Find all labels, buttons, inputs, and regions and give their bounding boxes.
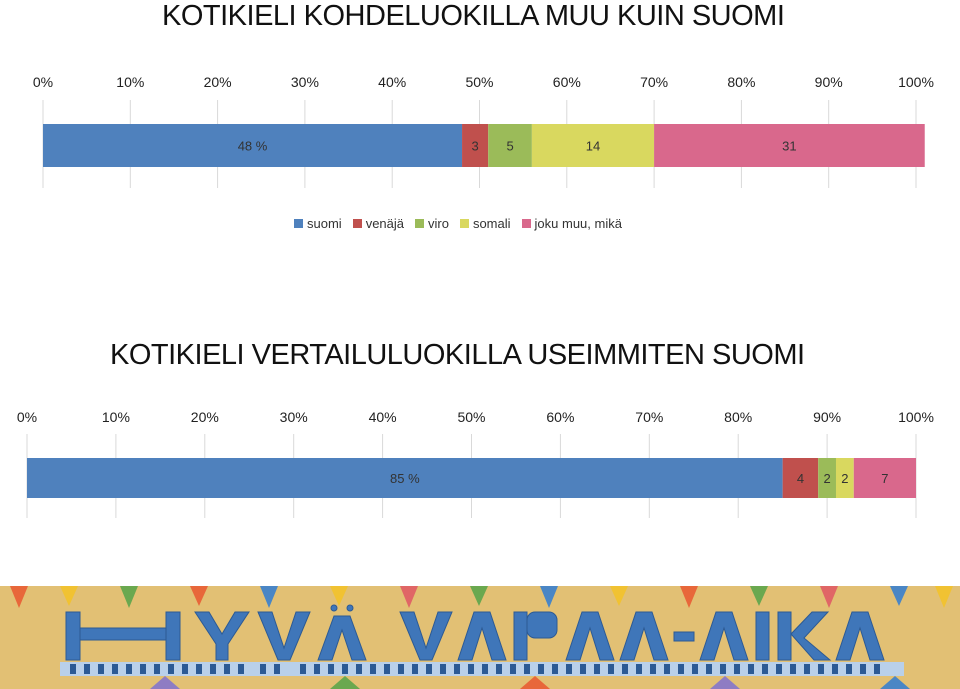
x-tick-label: 70% (640, 74, 668, 90)
x-tick-label: 0% (17, 409, 37, 425)
x-tick-label: 60% (553, 74, 581, 90)
legend-label-muu: joku muu, mikä (534, 216, 622, 231)
x-tick-label: 60% (546, 409, 574, 425)
legend-item-muu: joku muu, mikä (521, 216, 622, 231)
data-label: 5 (506, 139, 513, 154)
x-tick-label: 50% (465, 74, 493, 90)
bar-muu (654, 124, 925, 167)
x-tick-label: 90% (815, 74, 843, 90)
x-tick-label: 30% (280, 409, 308, 425)
x-tick-label: 10% (116, 74, 144, 90)
x-tick-label: 70% (635, 409, 663, 425)
x-tick-label: 20% (191, 409, 219, 425)
x-tick-label: 90% (813, 409, 841, 425)
legend-label-viro: viro (428, 216, 449, 231)
bar-venaja (462, 124, 489, 167)
legend-label-suomi: suomi (307, 216, 342, 231)
bar-somali (531, 124, 655, 167)
x-tick-label: 40% (369, 409, 397, 425)
legend-swatch-somali (459, 219, 469, 228)
bunting-top (10, 586, 953, 608)
bar-suomi (43, 124, 463, 167)
data-label: 7 (881, 471, 888, 486)
legend-swatch-viro (415, 219, 424, 228)
legend-label-somali: somali (472, 216, 511, 231)
x-tick-label: 20% (204, 74, 232, 90)
x-tick-label: 10% (102, 409, 130, 425)
x-tick-label: 30% (291, 74, 319, 90)
data-label: 3 (472, 139, 479, 154)
bunting-bottom (150, 676, 910, 689)
banner-graphic (0, 586, 960, 689)
legend-item-suomi: suomi (294, 216, 342, 231)
legend-label-venaja: venäjä (365, 216, 404, 231)
chart2-title: KOTIKIELI VERTAILULUOKILLA USEIMMITEN SU… (110, 339, 805, 371)
data-label: 48 % (238, 139, 268, 154)
data-label: 14 (586, 139, 600, 154)
subtitle-lettering (70, 664, 880, 674)
bar-viro (488, 124, 532, 167)
legend-swatch-suomi (294, 219, 303, 228)
legend-item-viro: viro (415, 216, 449, 231)
data-label: 4 (797, 471, 804, 486)
x-tick-label: 100% (898, 409, 934, 425)
project-banner (0, 586, 960, 689)
x-tick-label: 80% (724, 409, 752, 425)
data-label: 85 % (390, 471, 420, 486)
x-tick-label: 80% (727, 74, 755, 90)
chart1-plot: 0% 10% 20% 30% 40% 50% 60% 70% 80% 90% 100% 48 % 3 5 1… (33, 74, 934, 188)
chart2-plot: 0% 10% 20% 30% 40% 50% 60% 70% 80% 90% 100% 85 % 4 2 2… (17, 409, 934, 518)
x-tick-label: 40% (378, 74, 406, 90)
x-tick-label: 100% (898, 74, 934, 90)
data-label: 2 (823, 471, 830, 486)
bar-muu (853, 458, 916, 498)
legend-item-somali: somali (459, 216, 511, 231)
legend-item-venaja: venäjä (352, 216, 404, 231)
logo-lettering (65, 604, 885, 661)
bar-somali (835, 458, 854, 498)
x-tick-label: 0% (33, 74, 53, 90)
bar-suomi (27, 458, 783, 498)
chart1-legend: suomi venäjä viro somali joku muu, mikä (294, 216, 622, 231)
legend-swatch-venaja (352, 219, 362, 228)
chart1-title: KOTIKIELI KOHDELUOKILLA MUU KUIN SUOMI (162, 0, 785, 32)
x-tick-label: 50% (457, 409, 485, 425)
data-label: 2 (841, 471, 848, 486)
bar-venaja (782, 458, 819, 498)
bar-viro (818, 458, 836, 498)
legend-swatch-muu (521, 219, 531, 228)
data-label: 31 (782, 139, 796, 154)
